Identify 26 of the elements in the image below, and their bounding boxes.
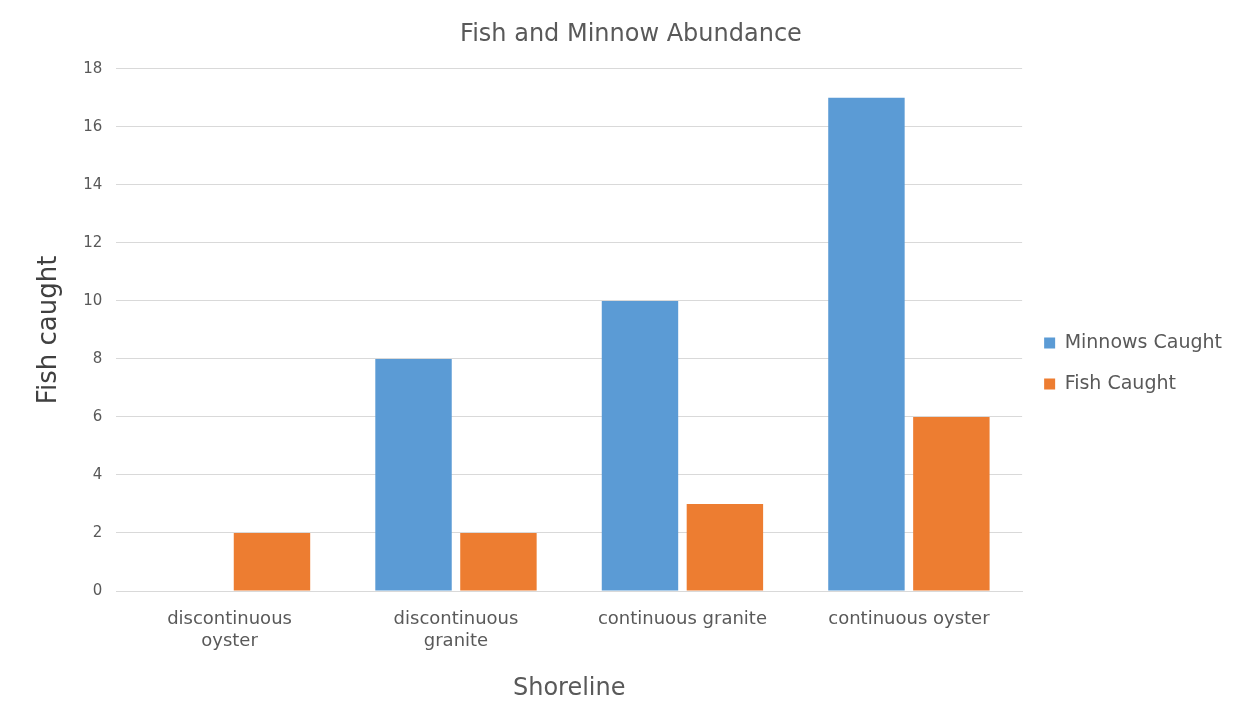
bar bbox=[828, 97, 905, 591]
x-tick-label: discontinuous granite bbox=[393, 607, 519, 651]
y-tick-label: 18 bbox=[83, 58, 103, 77]
bar bbox=[375, 358, 452, 591]
y-tick-label: 8 bbox=[92, 348, 103, 367]
y-tick-label: 16 bbox=[83, 116, 103, 135]
x-tick-label: discontinuous oyster bbox=[167, 607, 292, 651]
y-axis-title: Fish caught bbox=[32, 255, 63, 405]
bar bbox=[601, 300, 679, 591]
bar bbox=[913, 416, 990, 591]
y-tick-label: 6 bbox=[92, 406, 103, 425]
y-tick-label: 10 bbox=[83, 290, 103, 309]
bar bbox=[686, 503, 764, 591]
y-tick-label: 0 bbox=[92, 580, 103, 599]
bar bbox=[460, 532, 537, 591]
y-tick-label: 2 bbox=[92, 522, 103, 541]
x-axis-title: Shoreline bbox=[512, 672, 626, 701]
x-tick-label: continuous oyster bbox=[828, 607, 991, 629]
x-tick-label: continuous granite bbox=[597, 607, 768, 629]
chart-title: Fish and Minnow Abundance bbox=[460, 18, 802, 47]
y-tick-label: 12 bbox=[83, 232, 103, 251]
bar bbox=[233, 532, 311, 591]
y-tick-label: 14 bbox=[83, 174, 103, 193]
legend-label: Minnows Caught bbox=[1064, 329, 1223, 352]
legend-label: Fish Caught bbox=[1064, 370, 1176, 393]
y-tick-label: 4 bbox=[92, 464, 103, 483]
